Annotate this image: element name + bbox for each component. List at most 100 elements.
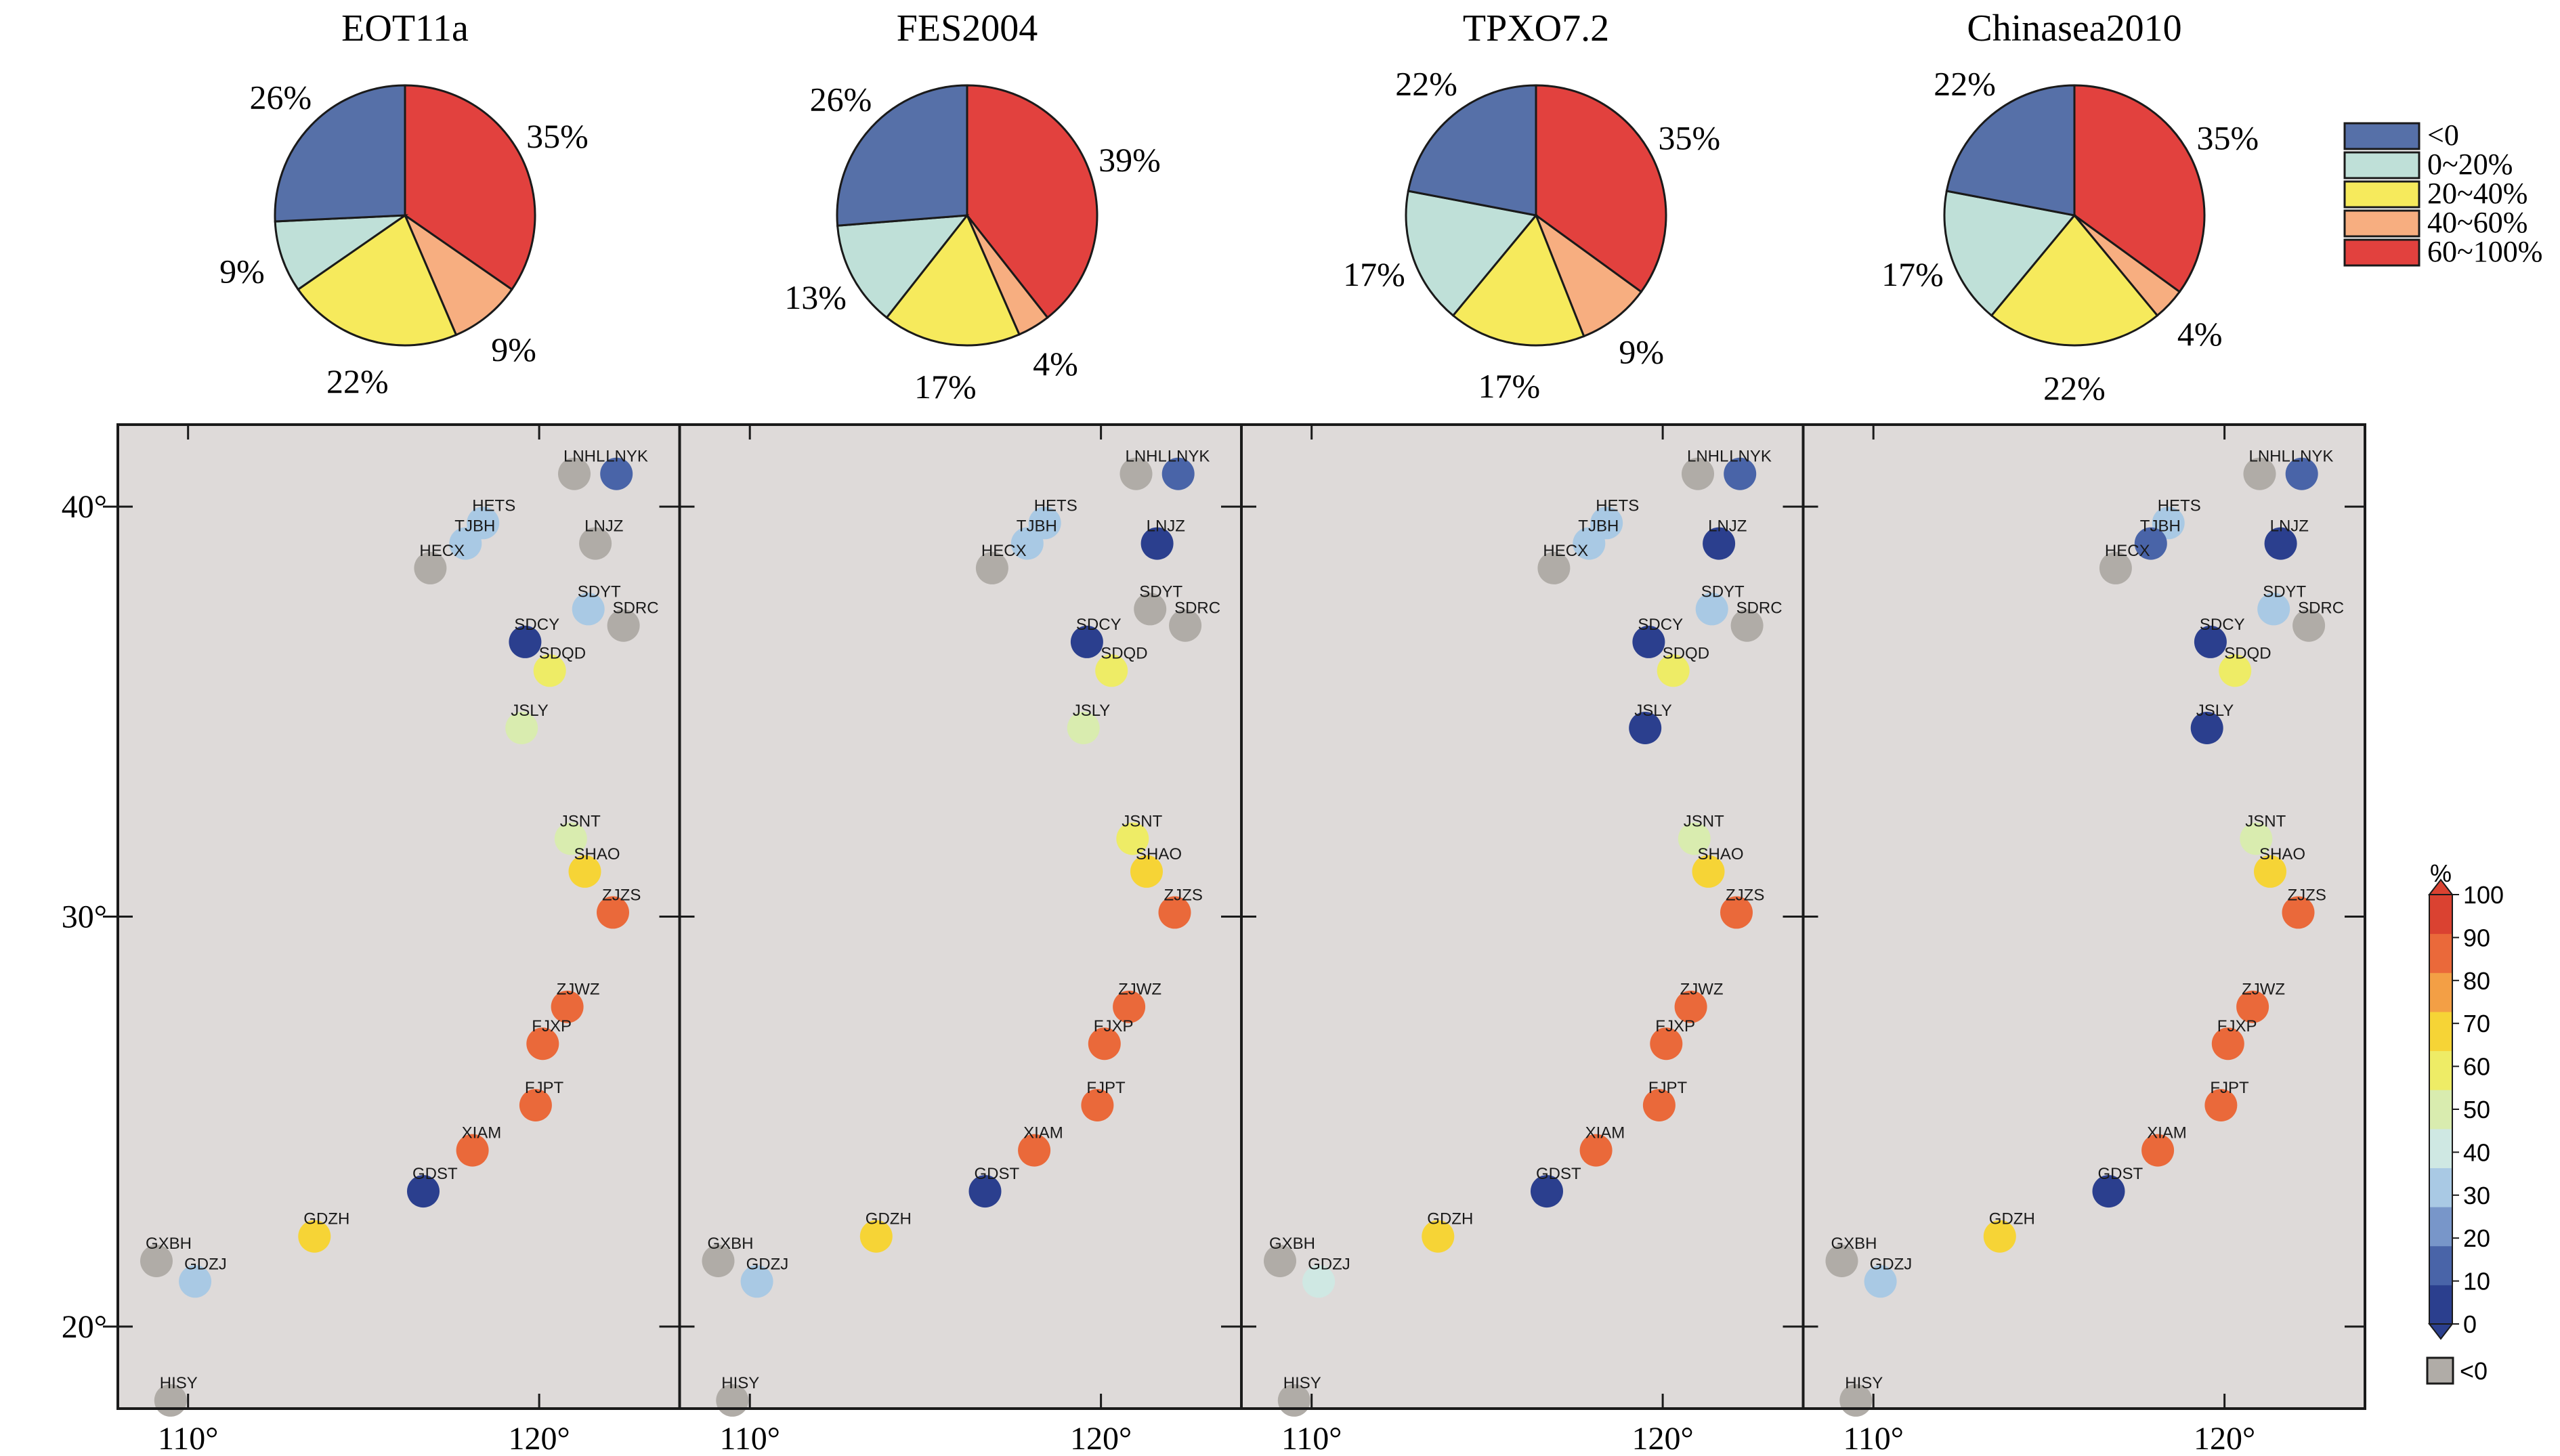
station-marker <box>568 855 601 888</box>
station-label: TJBH <box>1578 517 1619 536</box>
colorbar-segment <box>2429 895 2452 935</box>
station-label: SDQD <box>2224 644 2271 662</box>
station-marker <box>607 609 640 642</box>
station-marker <box>1642 1089 1676 1121</box>
station-marker <box>1720 896 1753 929</box>
station-label: XIAM <box>1023 1124 1063 1142</box>
pie-legend: <00~20%20~40%40~60%60~100% <box>2343 119 2542 268</box>
station-marker <box>2236 990 2269 1023</box>
station-label: LNJZ <box>2270 517 2309 536</box>
station-label: HECX <box>419 542 465 560</box>
station-label: JSNT <box>1122 813 1162 831</box>
station-label: LNHL <box>563 448 605 466</box>
station-label: SDRC <box>1174 599 1220 618</box>
map-panel <box>1803 425 2365 1409</box>
station-marker <box>558 457 591 490</box>
map-panel <box>118 425 680 1409</box>
station-marker <box>1695 593 1728 626</box>
station-marker <box>2254 855 2286 888</box>
legend-label: 0~20% <box>2427 148 2513 181</box>
colorbar-tick-label: 0 <box>2463 1310 2477 1338</box>
station-label: ZJZS <box>602 886 641 904</box>
pie-percent-label: 9% <box>1619 333 1664 371</box>
station-label: LNYK <box>2291 448 2334 466</box>
station-marker <box>1579 1134 1613 1167</box>
station-marker <box>1130 855 1163 888</box>
legend-swatch <box>2343 122 2420 150</box>
station-marker <box>519 1089 552 1121</box>
colorbar-segment <box>2429 1285 2452 1325</box>
station-label: JSNT <box>2245 813 2286 831</box>
station-marker <box>1113 990 1146 1023</box>
station-label: LNJZ <box>1708 517 1747 536</box>
station-label: FJXP <box>1094 1017 1134 1035</box>
station-marker <box>1650 1027 1683 1061</box>
station-marker <box>505 712 538 744</box>
station-label: GDST <box>412 1165 458 1183</box>
station-marker <box>1422 1220 1455 1253</box>
legend-label: 40~60% <box>2427 206 2527 239</box>
station-label: FJPT <box>1086 1079 1126 1097</box>
pie-percent-label: 17% <box>1881 255 1944 293</box>
station-marker <box>1010 527 1044 560</box>
pie-percent-label: 9% <box>219 253 265 291</box>
station-label: FJXP <box>1655 1017 1695 1035</box>
station-marker <box>2092 1175 2125 1208</box>
station-label: FJPT <box>525 1079 564 1097</box>
station-marker <box>551 990 584 1023</box>
station-marker <box>702 1245 735 1277</box>
pie-slice <box>1990 213 2159 347</box>
map-panel <box>1241 425 1804 1409</box>
pie-percent-label: 17% <box>1343 255 1405 293</box>
colorbar-tick-label: 40 <box>2463 1138 2490 1166</box>
station-marker <box>1724 457 1757 490</box>
station-label: HETS <box>472 496 515 515</box>
station-label: GDZJ <box>184 1255 227 1273</box>
station-label: JSLY <box>511 702 549 720</box>
x-tick-label: 110° <box>719 1421 780 1456</box>
pie-title: FES2004 <box>897 7 1038 49</box>
station-label: GDST <box>2098 1165 2143 1183</box>
station-marker <box>572 593 605 626</box>
pie-slice <box>297 213 458 347</box>
colorbar-segment <box>2429 1050 2452 1090</box>
station-marker <box>1169 609 1202 642</box>
nodata-swatch <box>2426 1356 2454 1385</box>
station-marker <box>2240 822 2273 855</box>
station-label: FJXP <box>532 1017 572 1035</box>
station-marker <box>1632 625 1665 658</box>
colorbar-tick-label: 70 <box>2463 1010 2490 1037</box>
station-label: HETS <box>1596 496 1639 515</box>
station-marker <box>1674 990 1707 1023</box>
colorbar-segment <box>2429 1168 2452 1207</box>
station-marker <box>2243 457 2276 490</box>
station-label: GDZH <box>1427 1210 1473 1228</box>
y-tick-label: 20° <box>62 1309 107 1345</box>
station-marker <box>2292 609 2326 642</box>
station-marker <box>533 654 566 687</box>
station-label: HECX <box>2105 542 2150 560</box>
pie-slice <box>1405 190 1538 318</box>
station-label: SDYT <box>578 582 621 601</box>
station-label: JSNT <box>1684 813 1724 831</box>
pie-title: TPXO7.2 <box>1463 7 1609 49</box>
colorbar-segment <box>2429 1245 2452 1285</box>
station-label: ZJZS <box>1726 886 1764 904</box>
pie-slice <box>404 84 536 291</box>
pie-slice <box>885 213 1021 347</box>
pie-slice <box>2073 84 2206 293</box>
station-label: SDRC <box>1736 599 1783 618</box>
station-marker <box>1088 1027 1121 1061</box>
station-marker <box>1657 654 1690 687</box>
legend-label: <0 <box>2427 119 2459 152</box>
station-label: SHAO <box>1136 845 1182 863</box>
station-marker <box>1531 1175 1563 1208</box>
pie-percent-label: 26% <box>810 81 872 119</box>
station-label: FJPT <box>2210 1079 2249 1097</box>
station-marker <box>2257 593 2290 626</box>
station-marker <box>859 1220 893 1253</box>
station-label: SDQD <box>1663 644 1709 662</box>
station-marker <box>414 551 447 584</box>
station-label: JSLY <box>1073 702 1111 720</box>
station-marker <box>554 822 587 855</box>
